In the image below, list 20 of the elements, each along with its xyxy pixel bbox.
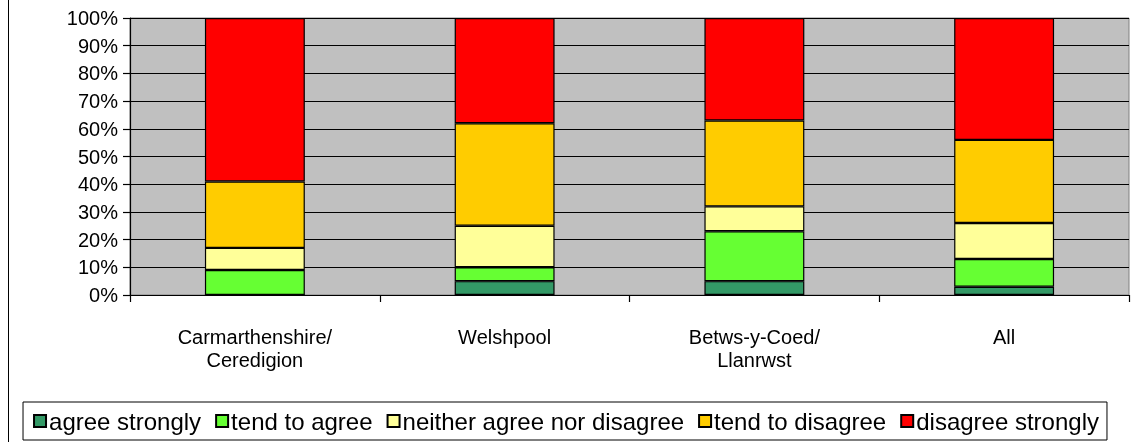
legend-label: neither agree nor disagree [402, 407, 685, 435]
y-tick-label: 40% [77, 173, 119, 196]
y-tick-label: 90% [77, 34, 119, 57]
y-tick-label: 0% [89, 284, 119, 306]
y-tick-label: 70% [77, 90, 119, 113]
x-tick-label: All [993, 325, 1016, 348]
legend-label: agree strongly [49, 407, 202, 435]
y-tick-label: 60% [77, 117, 119, 140]
y-tick-label: 30% [77, 200, 119, 223]
y-tick-label: 10% [77, 256, 119, 279]
y-tick-label: 20% [77, 228, 119, 251]
legend-label: disagree strongly [916, 407, 1099, 435]
x-tick-label: Betws-y-Coed/Llanrwst [688, 325, 821, 371]
y-tick-label: 100% [66, 7, 119, 29]
y-tick-label: 80% [77, 62, 119, 85]
legend-label: tend to disagree [714, 407, 887, 435]
legend-label: tend to agree [231, 407, 373, 435]
y-tick-label: 50% [77, 145, 119, 168]
x-tick-label: Carmarthenshire/Ceredigion [177, 325, 333, 371]
x-tick-label: Welshpool [458, 325, 552, 348]
